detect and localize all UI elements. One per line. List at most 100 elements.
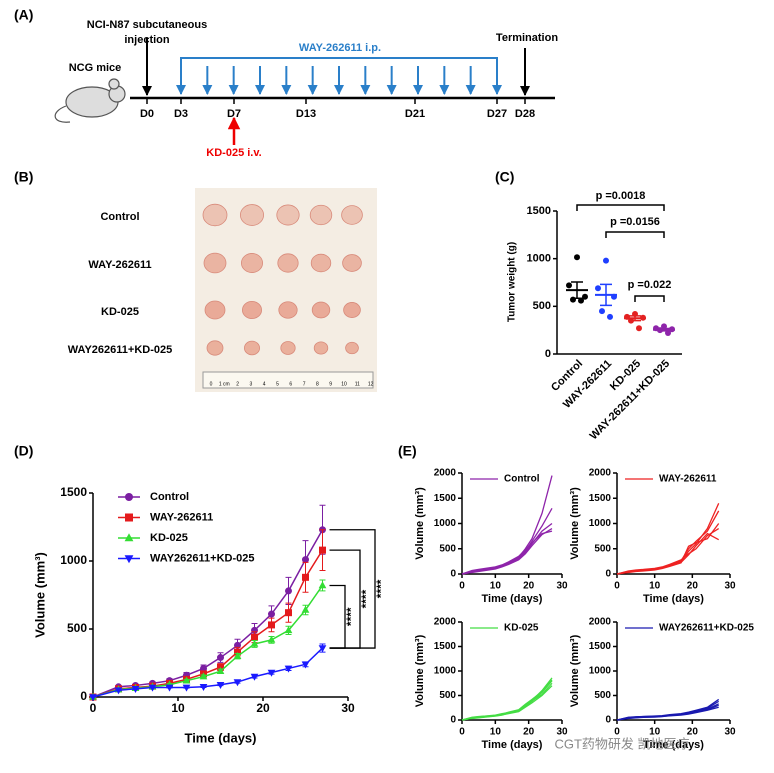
panel-label: (B)	[14, 169, 33, 185]
tumor	[342, 254, 362, 272]
ruler-label: 4	[263, 381, 266, 387]
series-line	[616, 532, 720, 575]
marker	[250, 639, 259, 647]
ruler-label: 8	[316, 381, 319, 387]
x-tick-label: 0	[90, 701, 97, 715]
marker	[182, 676, 191, 684]
p-value: p =0.022	[628, 279, 672, 291]
x-tick-label: 30	[724, 727, 736, 738]
marker	[124, 533, 134, 542]
marker	[182, 684, 191, 692]
marker	[302, 556, 309, 564]
data-point	[566, 282, 572, 289]
sem-bar	[658, 327, 670, 332]
significance-label: ****	[344, 607, 358, 626]
marker	[318, 581, 327, 589]
p-value: p =0.0156	[610, 216, 660, 228]
x-tick-label: 10	[649, 581, 661, 592]
marker	[165, 684, 174, 692]
tumor	[276, 204, 300, 226]
y-tick-label: 500	[533, 300, 551, 312]
x-tick-label: 0	[459, 727, 465, 738]
x-tick-label: 10	[649, 727, 661, 738]
data-point	[636, 325, 642, 332]
panel-label: (C)	[495, 169, 514, 185]
marker	[251, 633, 258, 641]
day-label: D27	[487, 108, 507, 120]
legend-label: Control	[150, 491, 189, 503]
significance-bracket	[329, 529, 376, 649]
y-tick-label: 1000	[434, 518, 457, 529]
y-tick-label: 1000	[60, 553, 87, 567]
ruler-label: 7	[303, 381, 306, 387]
injection-label: NCI-N87 subcutaneous	[87, 19, 207, 31]
tumor	[278, 301, 298, 319]
tumor	[277, 253, 299, 273]
tumor	[243, 340, 260, 356]
y-tick-label: 0	[80, 689, 87, 703]
day-label: D28	[515, 108, 535, 120]
x-tick-label: 30	[556, 581, 568, 592]
tumor	[241, 300, 262, 320]
y-tick-label: 0	[605, 569, 611, 580]
y-tick-label: 0	[450, 715, 456, 726]
marker	[267, 635, 276, 643]
y-tick-label: 2000	[589, 617, 612, 628]
y-tick-label: 1500	[434, 641, 457, 652]
y-tick-label: 1500	[527, 205, 551, 217]
series-line	[616, 706, 719, 721]
panel-label: (E)	[398, 443, 417, 459]
marker	[200, 664, 207, 672]
y-tick-label: 0	[605, 715, 611, 726]
ruler-label: 2	[236, 381, 239, 387]
day-label: D0	[140, 108, 154, 120]
tumor	[309, 204, 333, 226]
y-tick-label: 2000	[589, 468, 612, 479]
legend-label: WAY-262611	[150, 511, 213, 523]
kd-label: KD-025 i.v.	[206, 147, 261, 159]
day-label: D21	[405, 108, 425, 120]
marker	[285, 587, 292, 595]
y-tick-label: 0	[545, 348, 551, 360]
tumor	[311, 301, 331, 319]
y-tick-label: 500	[594, 690, 611, 701]
y-tick-label: 1500	[589, 641, 612, 652]
significance-bracket	[576, 204, 665, 211]
significance-bracket	[605, 231, 665, 238]
tumor	[341, 205, 363, 225]
legend-label: Control	[504, 474, 540, 485]
legend-label: WAY262611+KD-025	[150, 552, 254, 564]
x-axis-title: Time (days)	[643, 739, 704, 751]
data-point	[574, 254, 580, 261]
tumor	[345, 341, 359, 355]
watermark: CGT药物研发 凯地医疗	[554, 736, 689, 751]
x-tick-label: 20	[256, 701, 270, 715]
tumor	[343, 302, 361, 318]
ruler-label: 12	[368, 381, 374, 387]
y-tick-label: 500	[439, 543, 456, 554]
marker	[301, 605, 310, 613]
ruler-label: 6	[289, 381, 292, 387]
ruler-label: 3	[250, 381, 253, 387]
x-tick-label: 30	[724, 581, 736, 592]
marker	[199, 672, 208, 680]
mouse-icon	[54, 78, 126, 123]
legend-label: WAY-262611	[659, 474, 717, 485]
legend-label: KD-025	[150, 532, 188, 544]
y-tick-label: 2000	[434, 617, 457, 628]
data-point	[582, 293, 588, 300]
marker	[268, 621, 275, 629]
x-tick-label: 20	[523, 727, 535, 738]
x-tick-label: 10	[490, 581, 502, 592]
y-tick-label: 1000	[434, 666, 457, 677]
marker	[318, 645, 327, 653]
series-line	[461, 475, 553, 575]
marker	[114, 687, 123, 695]
data-point	[603, 257, 609, 264]
injection-label: injection	[124, 34, 170, 46]
series-line	[461, 685, 553, 721]
tumor	[206, 340, 224, 356]
legend-label: WAY262611+KD-025	[659, 623, 754, 634]
y-tick-label: 2000	[434, 468, 457, 479]
